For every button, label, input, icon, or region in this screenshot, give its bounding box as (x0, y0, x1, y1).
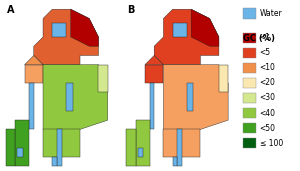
FancyBboxPatch shape (243, 8, 256, 19)
Polygon shape (29, 83, 34, 129)
Text: <50: <50 (260, 124, 276, 133)
Polygon shape (71, 9, 98, 46)
Polygon shape (164, 129, 200, 157)
Text: <20: <20 (260, 78, 276, 87)
Polygon shape (154, 9, 219, 65)
Polygon shape (173, 157, 177, 166)
Polygon shape (137, 148, 143, 157)
Polygon shape (150, 83, 154, 129)
Polygon shape (17, 148, 23, 157)
FancyBboxPatch shape (243, 48, 256, 58)
Polygon shape (145, 55, 164, 65)
FancyBboxPatch shape (243, 63, 256, 73)
Polygon shape (145, 65, 164, 83)
FancyBboxPatch shape (243, 33, 256, 43)
Text: B: B (128, 5, 135, 15)
Text: <40: <40 (260, 109, 276, 117)
Text: <5: <5 (260, 48, 271, 57)
Polygon shape (52, 23, 66, 37)
Polygon shape (52, 157, 57, 166)
Polygon shape (127, 129, 136, 166)
FancyBboxPatch shape (243, 78, 256, 88)
Text: Water: Water (260, 9, 283, 18)
Polygon shape (43, 129, 80, 157)
FancyBboxPatch shape (243, 123, 256, 133)
Polygon shape (191, 9, 219, 46)
Polygon shape (25, 55, 43, 65)
Polygon shape (6, 129, 15, 166)
Polygon shape (34, 9, 98, 65)
Polygon shape (187, 83, 193, 111)
Text: ≤ 100: ≤ 100 (260, 139, 283, 148)
Polygon shape (43, 65, 108, 129)
Text: <1: <1 (260, 33, 271, 42)
FancyBboxPatch shape (243, 108, 256, 118)
Polygon shape (98, 65, 108, 93)
Text: A: A (7, 5, 15, 15)
Polygon shape (25, 65, 43, 83)
Text: GC (%): GC (%) (243, 34, 275, 43)
Polygon shape (173, 23, 187, 37)
Text: <10: <10 (260, 63, 276, 72)
Polygon shape (136, 120, 150, 166)
Polygon shape (164, 65, 228, 129)
FancyBboxPatch shape (243, 93, 256, 103)
Polygon shape (177, 129, 182, 166)
Polygon shape (15, 120, 29, 166)
Polygon shape (66, 83, 73, 111)
Polygon shape (57, 129, 61, 166)
FancyBboxPatch shape (243, 138, 256, 148)
Polygon shape (219, 65, 228, 93)
Text: <30: <30 (260, 94, 276, 102)
